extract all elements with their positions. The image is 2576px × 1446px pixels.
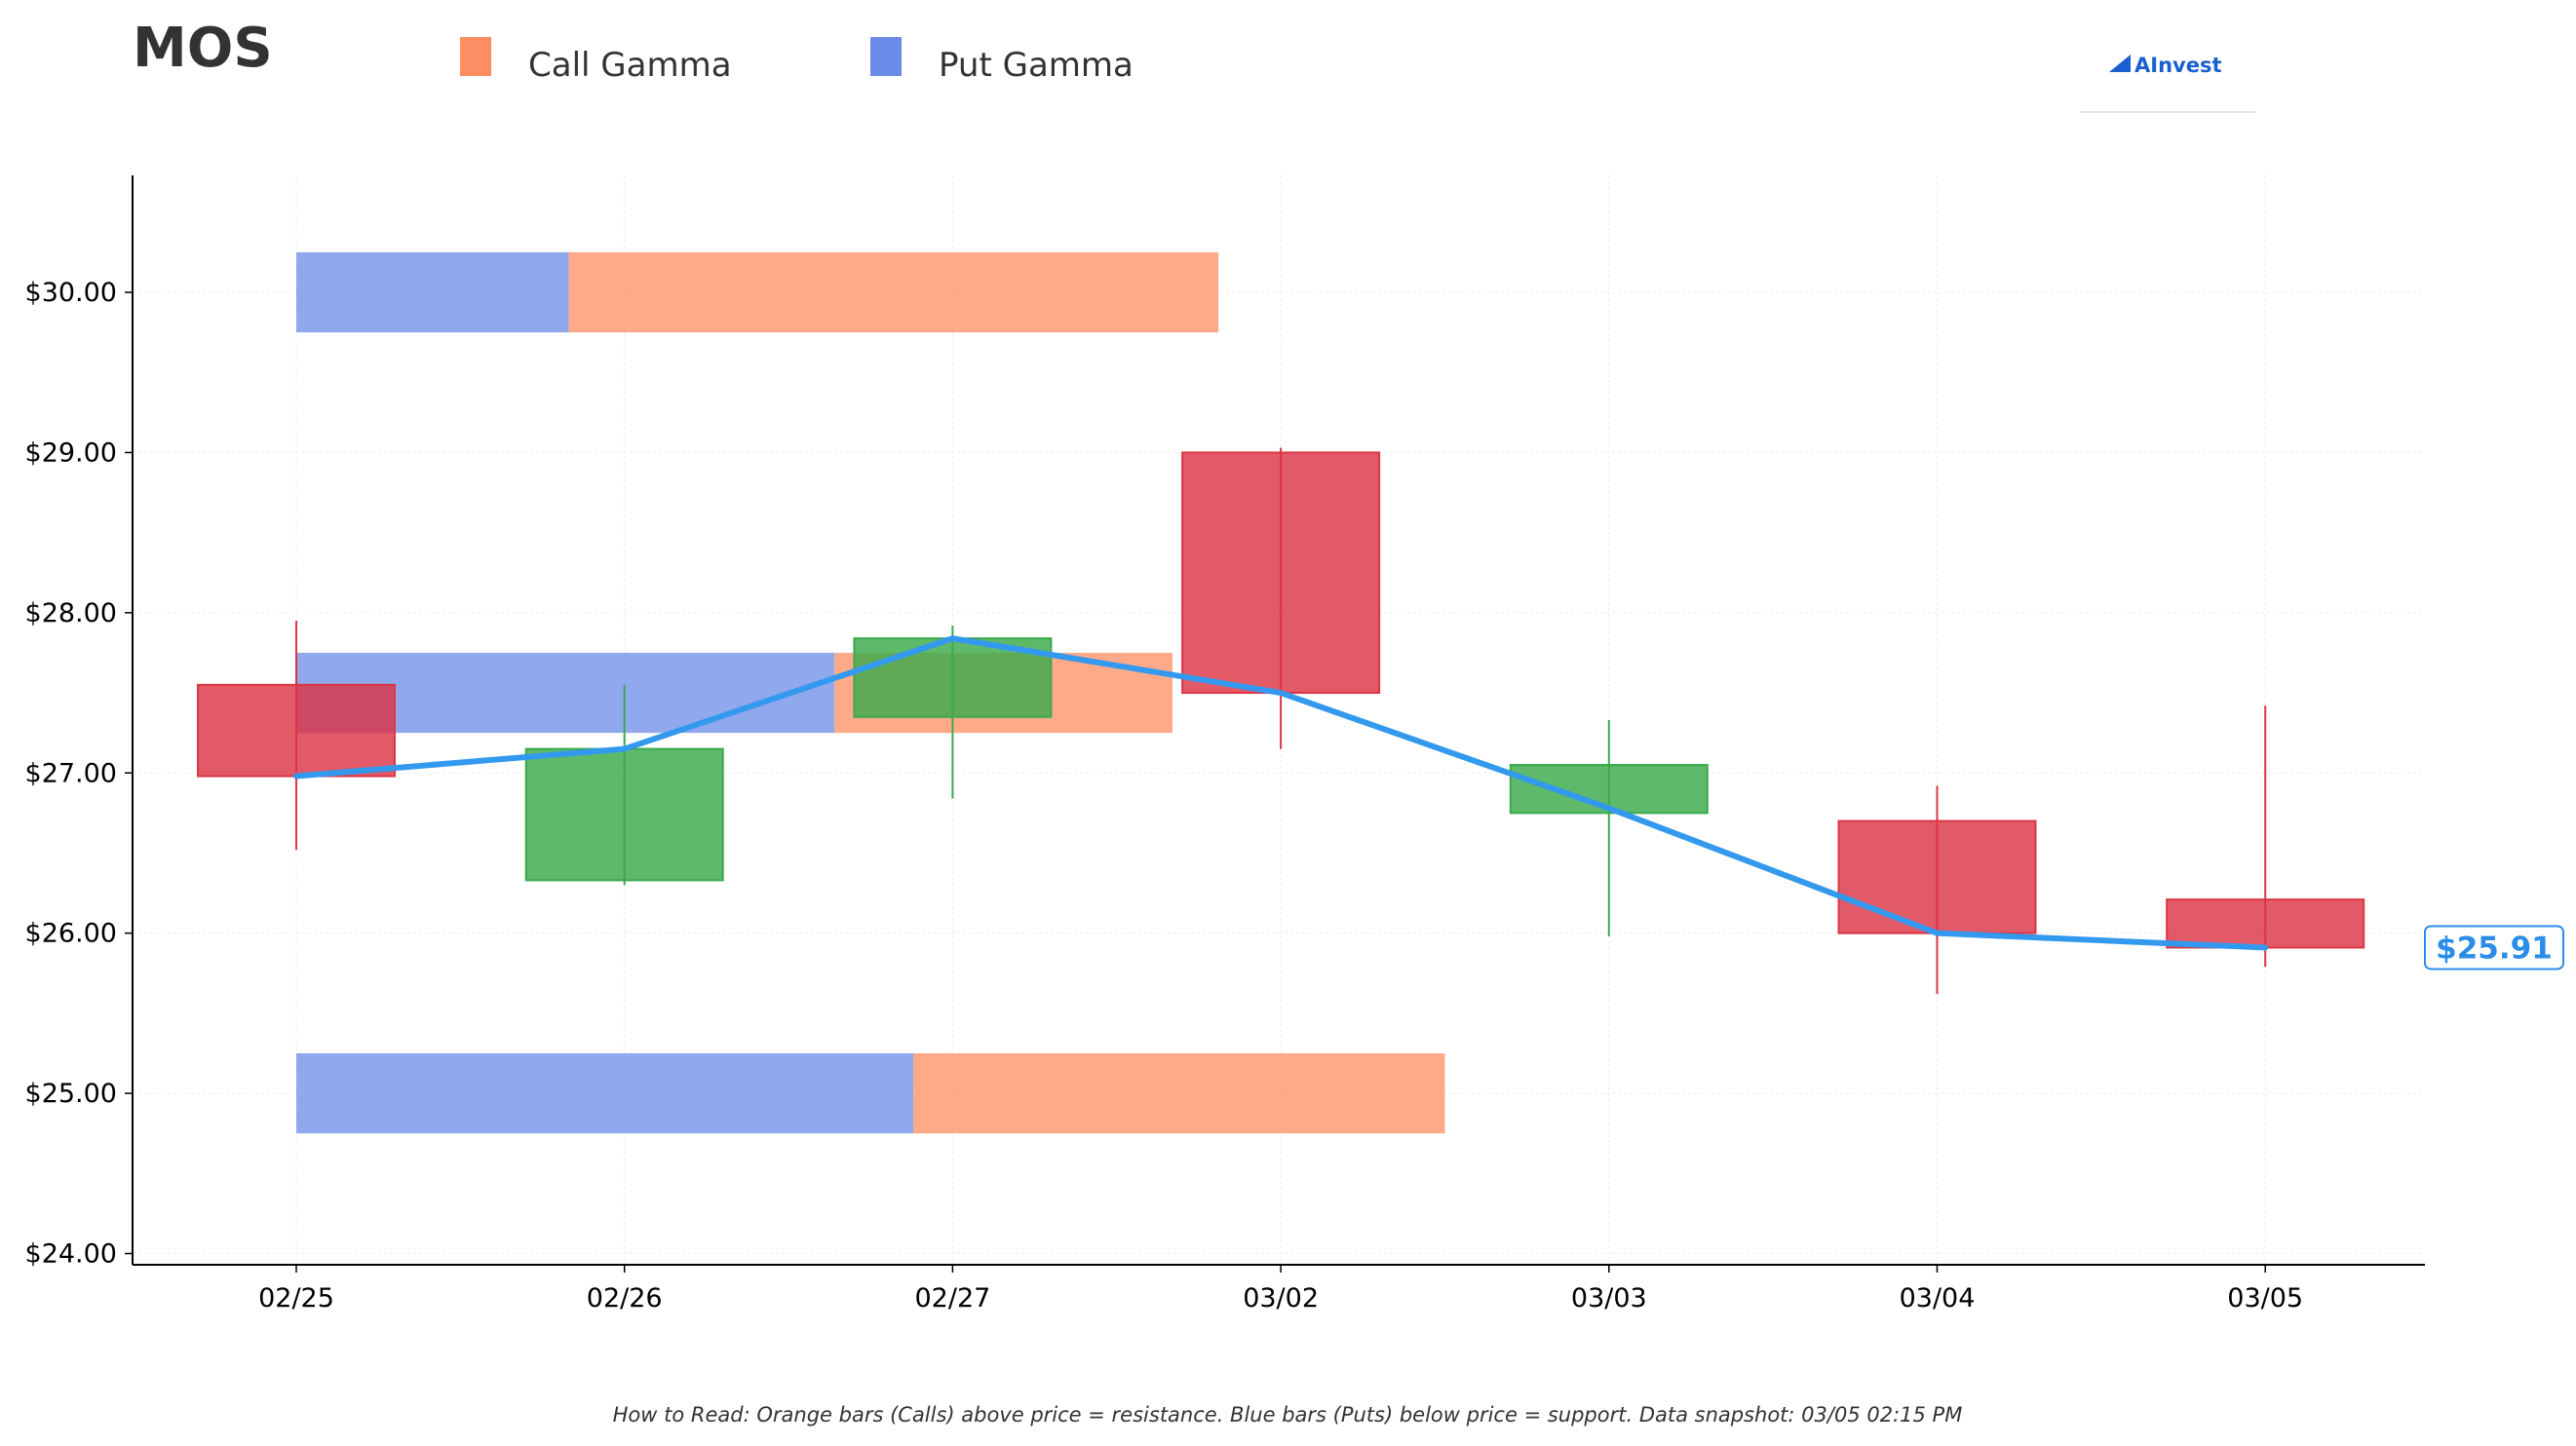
candles (197, 447, 2365, 995)
y-tick-label: $29.00 (25, 438, 117, 468)
price-line (293, 635, 2269, 951)
candle-body (1181, 451, 1381, 695)
last-price-label: $25.91 (2436, 931, 2553, 966)
brand-logo-icon (2109, 55, 2131, 72)
price-line-layer (293, 635, 2269, 951)
x-tick-label: 02/27 (914, 1283, 990, 1313)
y-tick-label: $27.00 (25, 758, 117, 788)
x-tick-label: 02/26 (587, 1283, 663, 1313)
brand-logo: AInvest (2080, 54, 2255, 113)
x-tick-label: 03/02 (1243, 1283, 1319, 1313)
call-gamma-bar (912, 1052, 1445, 1134)
candle-body (197, 683, 396, 778)
x-tick-label: 02/25 (258, 1283, 334, 1313)
candle-body (524, 747, 724, 882)
last-price-box (2424, 925, 2564, 970)
legend: Call Gamma Put Gamma (460, 37, 1134, 85)
legend-call-swatch (460, 37, 491, 76)
put-gamma-bar (296, 251, 569, 333)
y-tick-label: $26.00 (25, 919, 117, 949)
legend-put-label: Put Gamma (939, 46, 1134, 85)
y-tick-label: $25.00 (25, 1079, 117, 1109)
y-tick-label: $30.00 (25, 278, 117, 308)
legend-put-swatch (870, 37, 902, 76)
candle-body (1837, 819, 2037, 934)
put-gamma-bar (296, 1052, 913, 1134)
x-tick-label: 03/04 (1900, 1283, 1976, 1313)
candle-body (2166, 898, 2365, 949)
y-tick-label: $24.00 (25, 1238, 117, 1269)
x-tick-label: 03/03 (1571, 1283, 1647, 1313)
last-price-badge: $25.91 (2424, 925, 2564, 970)
x-tick-label: 03/05 (2227, 1283, 2303, 1313)
brand-name: AInvest (2134, 54, 2222, 77)
footer-note: How to Read: Orange bars (Calls) above p… (613, 1403, 1963, 1427)
candle-body (1509, 764, 1709, 815)
axes: $24.00 $25.00 $26.00 $27.00 $28.00 $29.00 $30.… (25, 175, 2425, 1313)
legend-call-label: Call Gamma (528, 46, 732, 85)
chart-title: MOS (133, 17, 273, 80)
call-gamma-bar (568, 251, 1219, 333)
y-tick-label: $28.00 (25, 598, 117, 628)
